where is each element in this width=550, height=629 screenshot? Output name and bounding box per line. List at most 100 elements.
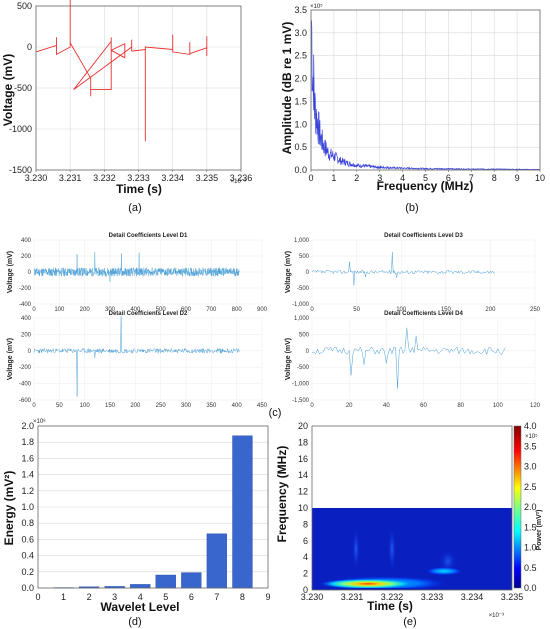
a-y-tick: -1500 bbox=[9, 165, 32, 175]
a-sub-label: (a) bbox=[128, 202, 141, 214]
b-xlabel: Frequency (MHz) bbox=[377, 179, 474, 193]
c2-y-tick: -200 bbox=[19, 365, 32, 371]
a-y-tick: 0 bbox=[27, 42, 32, 52]
c4-x-tick: 60 bbox=[420, 403, 427, 409]
c4-grid bbox=[311, 317, 536, 401]
c1-x-tick: 300 bbox=[105, 307, 116, 313]
e-x-tick: 3.232 bbox=[381, 592, 404, 602]
c2-y-tick: 200 bbox=[21, 332, 32, 338]
energy-bar-level-8 bbox=[232, 435, 253, 589]
b-x-tick: 2 bbox=[354, 173, 359, 183]
e-x-tick: 3.230 bbox=[301, 592, 324, 602]
b-y-tick: 2.5 bbox=[294, 51, 307, 61]
a-y-tick: -500 bbox=[14, 83, 32, 93]
d-x-tick: 5 bbox=[163, 592, 168, 602]
colorbar-tick: 1.5 bbox=[524, 522, 537, 532]
d-x-tick: 7 bbox=[214, 592, 219, 602]
c3-x-tick: 50 bbox=[353, 307, 360, 313]
c2-x-tick: 150 bbox=[105, 403, 116, 409]
c2-y-tick: -600 bbox=[19, 398, 32, 404]
colorbar-tick: 2.5 bbox=[524, 482, 537, 492]
e-x-tick: 3.231 bbox=[341, 592, 364, 602]
c1-ylabel: Voltage (mV) bbox=[7, 251, 14, 293]
colorbar: 4.0 3.5 3.0 2.5 2.0 1.5 1.0 0.5 0.0 bbox=[513, 421, 537, 593]
c3-x-tick: 150 bbox=[441, 307, 452, 313]
c2-x-tick: 350 bbox=[206, 403, 217, 409]
panel-b-spectrum: 0 1 2 3 4 5 6 7 8 9 10 0.0 0.5 1.0 1.5 2.0 2.5 3.0 3.5 Fr… bbox=[280, 3, 545, 214]
c4-y-tick: 1,000 bbox=[294, 316, 310, 322]
d-xlabel: Wavelet Level bbox=[101, 600, 180, 614]
c4-x-tick: 40 bbox=[383, 403, 390, 409]
c4-trace bbox=[311, 327, 506, 389]
c2-y-tick: 0 bbox=[28, 349, 32, 355]
c2-grid bbox=[33, 317, 263, 401]
e-y-tick: 2 bbox=[303, 569, 308, 579]
wisp-2 bbox=[388, 525, 396, 573]
e-ylabel: Frequency (MHz) bbox=[275, 446, 289, 543]
energy-bar-level-6 bbox=[181, 572, 202, 589]
c3-x-ticks: 0 50 100 150 200 250 bbox=[310, 307, 540, 313]
c3-x-tick: 0 bbox=[310, 307, 314, 313]
c3-y-ticks: 1,000 500 0 -500 -1,000 bbox=[292, 238, 310, 308]
d-y-tick: 1.2 bbox=[21, 486, 34, 496]
mid-frequency-blob bbox=[426, 567, 462, 576]
e-colorbar-label: Power (mV²) bbox=[536, 510, 543, 551]
e-x-multiplier: ×10⁻³ bbox=[489, 613, 504, 619]
d-y-multiplier: ×10⁸ bbox=[33, 418, 46, 425]
c2-x-tick: 250 bbox=[156, 403, 167, 409]
e-x-tick: 3.233 bbox=[421, 592, 444, 602]
c3-ylabel: Voltage (mV) bbox=[285, 251, 292, 293]
scalogram-background bbox=[312, 508, 512, 590]
e-xlabel: Time (s) bbox=[367, 599, 413, 613]
b-y-tick: 0.0 bbox=[294, 165, 307, 175]
d-x-tick: 1 bbox=[61, 592, 66, 602]
b-sub-label: (b) bbox=[405, 202, 418, 214]
c4-x-tick: 0 bbox=[310, 403, 314, 409]
c3-x-tick: 100 bbox=[396, 307, 407, 313]
c2-x-tick: 400 bbox=[232, 403, 243, 409]
c4-x-tick: 120 bbox=[530, 403, 541, 409]
a-x-tick: 3.236 bbox=[230, 173, 253, 183]
e-y-tick: 12 bbox=[298, 487, 308, 497]
spectrum-trace bbox=[311, 20, 541, 171]
c1-x-tick: 200 bbox=[80, 307, 91, 313]
d-y-tick: 0.0 bbox=[21, 583, 34, 593]
e-y-tick: 10 bbox=[298, 503, 308, 513]
b-x-tick: 7 bbox=[469, 173, 474, 183]
colorbar-tick: 3.0 bbox=[524, 462, 537, 472]
c2-y-tick: 400 bbox=[21, 316, 32, 322]
c1-x-tick: 900 bbox=[257, 307, 268, 313]
colorbar-tick: 4.0 bbox=[524, 421, 537, 431]
c4-y-tick: -1,500 bbox=[292, 398, 310, 404]
scalogram-map bbox=[312, 508, 512, 591]
b-x-tick: 6 bbox=[446, 173, 451, 183]
a-x-tick: 3.233 bbox=[127, 173, 150, 183]
d-y-tick: 1.6 bbox=[21, 453, 34, 463]
c3-y-tick: 1,000 bbox=[294, 238, 310, 244]
c2-x-tick: 450 bbox=[257, 403, 268, 409]
d-y-tick: 0.8 bbox=[21, 518, 34, 528]
c2-x-tick: 0 bbox=[32, 403, 36, 409]
e-y-tick: 18 bbox=[298, 437, 308, 447]
c2-ylabel: Voltage (mV) bbox=[7, 338, 14, 380]
c2-title: Detail Coefficients Level D2 bbox=[109, 311, 188, 317]
e-y-tick: 4 bbox=[303, 552, 308, 562]
c3-x-tick: 250 bbox=[530, 307, 541, 313]
wisp-1 bbox=[352, 527, 360, 571]
e-y-tick: 20 bbox=[298, 421, 308, 431]
d-y-tick: 0.4 bbox=[21, 551, 34, 561]
c1-y-tick: 400 bbox=[21, 238, 32, 244]
c4-y-ticks: 1,000 500 0 -500 -1,000 -1,500 bbox=[292, 316, 310, 404]
c4-title: Detail Coefficients Level D4 bbox=[384, 311, 463, 317]
b-y-tick: 3.5 bbox=[294, 5, 307, 15]
c1-x-ticks: 0 100 200 300 400 500 600 700 800 900 bbox=[32, 307, 267, 313]
c-sub-label: (c) bbox=[269, 407, 282, 419]
colorbar-gradient bbox=[513, 425, 522, 589]
b-x-tick: 5 bbox=[423, 173, 428, 183]
c3-grid bbox=[311, 239, 536, 305]
c1-title: Detail Coefficients Level D1 bbox=[109, 233, 188, 239]
a-x-tick: 3.234 bbox=[161, 173, 184, 183]
c2-x-tick: 100 bbox=[80, 403, 91, 409]
c1-x-tick: 800 bbox=[232, 307, 243, 313]
c4-x-ticks: 0 20 40 60 80 100 120 bbox=[310, 403, 540, 409]
